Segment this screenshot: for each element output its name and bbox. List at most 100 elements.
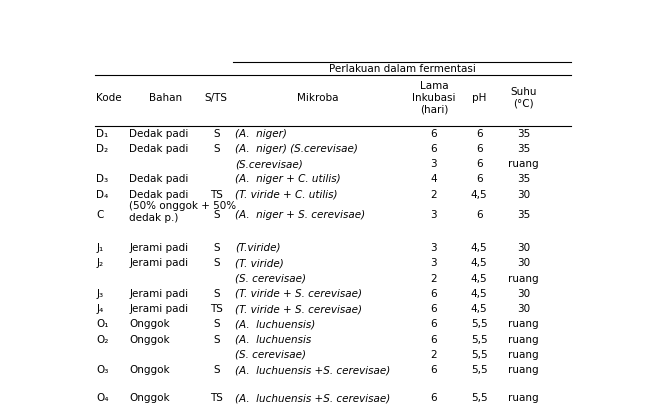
Text: ruang: ruang	[508, 319, 539, 329]
Text: (A.  luchuensis): (A. luchuensis)	[235, 319, 315, 329]
Text: TS: TS	[210, 304, 223, 314]
Text: 2: 2	[430, 190, 437, 199]
Text: 6: 6	[430, 128, 437, 138]
Text: J₂: J₂	[96, 258, 103, 268]
Text: S/TS: S/TS	[205, 93, 228, 103]
Text: 4: 4	[430, 174, 437, 184]
Text: S: S	[213, 289, 220, 299]
Text: 30: 30	[517, 190, 530, 199]
Text: S: S	[213, 210, 220, 220]
Text: 30: 30	[517, 258, 530, 268]
Text: 3: 3	[430, 210, 437, 220]
Text: 6: 6	[476, 159, 482, 169]
Text: (T. viride + S. cerevisae): (T. viride + S. cerevisae)	[235, 304, 362, 314]
Text: Onggok: Onggok	[129, 393, 170, 403]
Text: Perlakuan dalam fermentasi: Perlakuan dalam fermentasi	[329, 64, 476, 74]
Text: 6: 6	[430, 335, 437, 344]
Text: pH: pH	[472, 93, 486, 103]
Text: TS: TS	[210, 393, 223, 403]
Text: D₂: D₂	[96, 144, 109, 154]
Text: Jerami padi: Jerami padi	[129, 289, 188, 299]
Text: 6: 6	[430, 289, 437, 299]
Text: S: S	[213, 128, 220, 138]
Text: ruang: ruang	[508, 273, 539, 284]
Text: (S. cerevisae): (S. cerevisae)	[235, 350, 306, 360]
Text: TS: TS	[210, 190, 223, 199]
Text: S: S	[213, 319, 220, 329]
Text: 35: 35	[517, 174, 530, 184]
Text: S: S	[213, 144, 220, 154]
Text: (A.  luchuensis: (A. luchuensis	[235, 335, 311, 344]
Text: (S. cerevisae): (S. cerevisae)	[235, 273, 306, 284]
Text: (A.  niger + C. utilis): (A. niger + C. utilis)	[235, 174, 341, 184]
Text: Dedak padi: Dedak padi	[129, 174, 188, 184]
Text: (A.  niger + S. cerevisae): (A. niger + S. cerevisae)	[235, 210, 365, 220]
Text: D₁: D₁	[96, 128, 109, 138]
Text: J₃: J₃	[96, 289, 103, 299]
Text: ruang: ruang	[508, 350, 539, 360]
Text: 2: 2	[430, 273, 437, 284]
Text: 6: 6	[476, 144, 482, 154]
Text: (A.  niger) (S.cerevisae): (A. niger) (S.cerevisae)	[235, 144, 358, 154]
Text: D₄: D₄	[96, 190, 109, 199]
Text: Onggok: Onggok	[129, 319, 170, 329]
Text: 30: 30	[517, 289, 530, 299]
Text: 5,5: 5,5	[471, 319, 488, 329]
Text: ruang: ruang	[508, 365, 539, 375]
Text: O₂: O₂	[96, 335, 109, 344]
Text: (50% onggok + 50%
dedak p.): (50% onggok + 50% dedak p.)	[129, 201, 236, 223]
Text: Kode: Kode	[96, 93, 122, 103]
Text: (A.  luchuensis +S. cerevisae): (A. luchuensis +S. cerevisae)	[235, 393, 390, 403]
Text: S: S	[213, 365, 220, 375]
Text: 6: 6	[430, 393, 437, 403]
Text: 4,5: 4,5	[471, 304, 488, 314]
Text: (T. viride + C. utilis): (T. viride + C. utilis)	[235, 190, 337, 199]
Text: 5,5: 5,5	[471, 335, 488, 344]
Text: 6: 6	[476, 210, 482, 220]
Text: Jerami padi: Jerami padi	[129, 258, 188, 268]
Text: 6: 6	[430, 319, 437, 329]
Text: D₃: D₃	[96, 174, 109, 184]
Text: 6: 6	[430, 304, 437, 314]
Text: (A.  luchuensis +S. cerevisae): (A. luchuensis +S. cerevisae)	[235, 365, 390, 375]
Text: 4,5: 4,5	[471, 273, 488, 284]
Text: Bahan: Bahan	[150, 93, 183, 103]
Text: (T. viride): (T. viride)	[235, 258, 283, 268]
Text: J₁: J₁	[96, 243, 103, 253]
Text: O₃: O₃	[96, 365, 109, 375]
Text: 5,5: 5,5	[471, 350, 488, 360]
Text: 35: 35	[517, 128, 530, 138]
Text: Jerami padi: Jerami padi	[129, 243, 188, 253]
Text: Dedak padi: Dedak padi	[129, 128, 188, 138]
Text: (S.cerevisae): (S.cerevisae)	[235, 159, 303, 169]
Text: 35: 35	[517, 144, 530, 154]
Text: Onggok: Onggok	[129, 335, 170, 344]
Text: 4,5: 4,5	[471, 258, 488, 268]
Text: Jerami padi: Jerami padi	[129, 304, 188, 314]
Text: S: S	[213, 258, 220, 268]
Text: (A.  niger): (A. niger)	[235, 128, 287, 138]
Text: Dedak padi: Dedak padi	[129, 144, 188, 154]
Text: O₁: O₁	[96, 319, 109, 329]
Text: 6: 6	[476, 128, 482, 138]
Text: 5,5: 5,5	[471, 365, 488, 375]
Text: ruang: ruang	[508, 159, 539, 169]
Text: 3: 3	[430, 258, 437, 268]
Text: (T. viride + S. cerevisae): (T. viride + S. cerevisae)	[235, 289, 362, 299]
Text: Lama
Inkubasi
(hari): Lama Inkubasi (hari)	[412, 81, 456, 114]
Text: 6: 6	[430, 365, 437, 375]
Text: 5,5: 5,5	[471, 393, 488, 403]
Text: S: S	[213, 335, 220, 344]
Text: C: C	[96, 210, 104, 220]
Text: 4,5: 4,5	[471, 289, 488, 299]
Text: 30: 30	[517, 304, 530, 314]
Text: Onggok: Onggok	[129, 365, 170, 375]
Text: S: S	[213, 243, 220, 253]
Text: 30: 30	[517, 243, 530, 253]
Text: 4,5: 4,5	[471, 190, 488, 199]
Text: ruang: ruang	[508, 393, 539, 403]
Text: 6: 6	[476, 174, 482, 184]
Text: 3: 3	[430, 159, 437, 169]
Text: ruang: ruang	[508, 335, 539, 344]
Text: 4,5: 4,5	[471, 243, 488, 253]
